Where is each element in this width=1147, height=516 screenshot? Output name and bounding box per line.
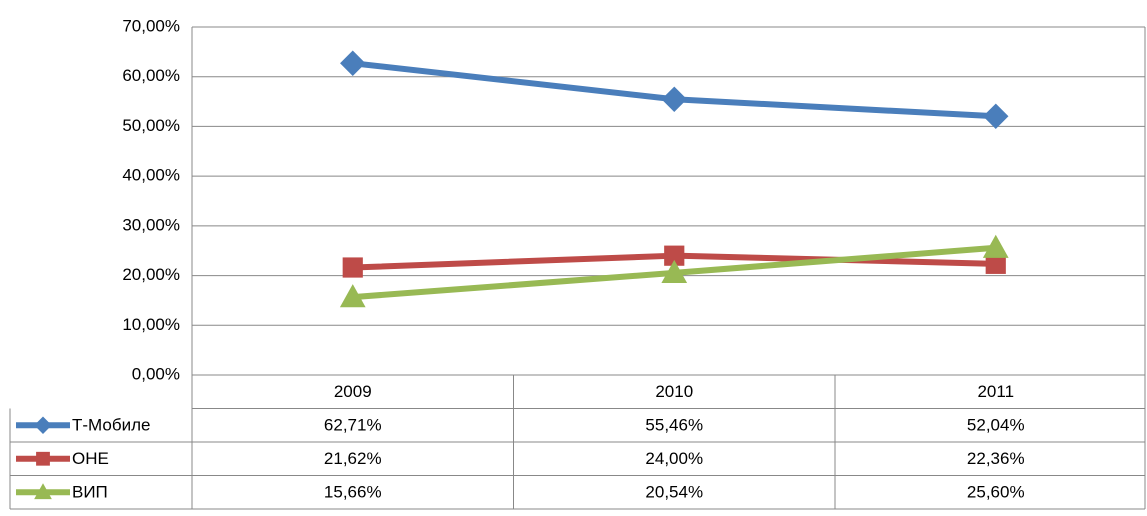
marker [661, 259, 688, 283]
y-tick-label: 30,00% [122, 215, 180, 234]
legend-marker [34, 416, 52, 434]
data-label: 62,71% [324, 416, 382, 435]
data-label: 21,62% [324, 449, 382, 468]
data-label: 22,36% [967, 449, 1025, 468]
y-tick-label: 60,00% [122, 66, 180, 85]
legend-label: Т-Мобиле [72, 416, 150, 435]
y-tick-label: 0,00% [132, 364, 180, 383]
y-tick-label: 70,00% [122, 16, 180, 35]
marker [340, 50, 366, 76]
y-tick-label: 40,00% [122, 166, 180, 185]
marker [982, 234, 1009, 258]
legend-marker [36, 451, 50, 466]
y-tick-label: 10,00% [122, 315, 180, 334]
x-tick-label: 2011 [977, 382, 1014, 401]
legend-label: ВИП [72, 483, 108, 502]
marker [342, 257, 363, 278]
y-tick-label: 50,00% [122, 116, 180, 135]
data-label: 25,60% [967, 483, 1025, 502]
data-label: 15,66% [324, 483, 382, 502]
data-label: 52,04% [967, 416, 1025, 435]
marker [983, 103, 1009, 129]
data-label: 55,46% [645, 416, 703, 435]
x-tick-label: 2009 [334, 382, 372, 401]
data-label: 24,00% [645, 449, 703, 468]
data-label: 20,54% [645, 483, 703, 502]
x-tick-label: 2010 [655, 382, 693, 401]
legend-marker [34, 483, 52, 500]
y-tick-label: 20,00% [122, 265, 180, 284]
legend-label: ОНЕ [72, 449, 109, 468]
marker [661, 86, 687, 112]
marker [339, 284, 366, 308]
